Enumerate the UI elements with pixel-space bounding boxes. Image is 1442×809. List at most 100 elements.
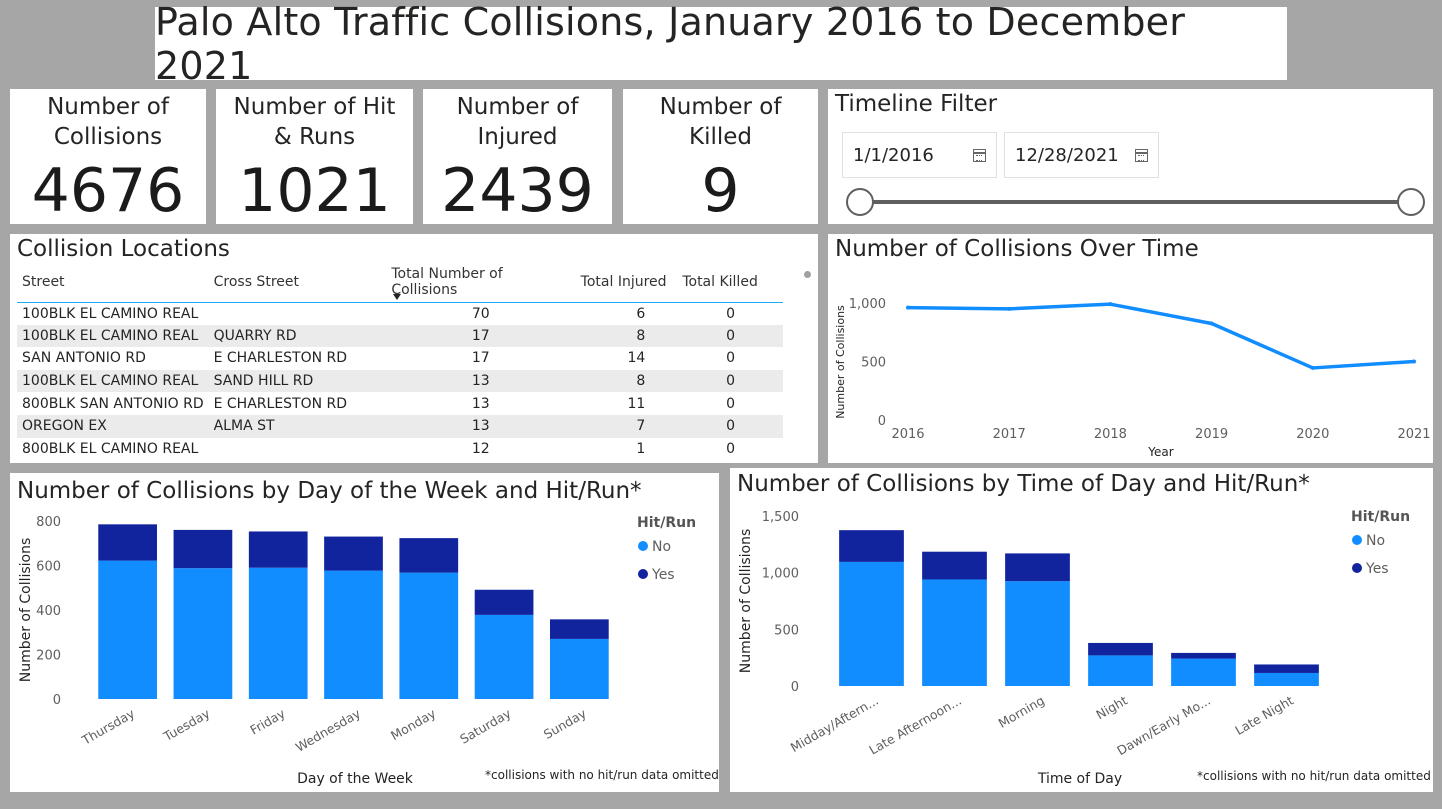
bar-segment-no[interactable] <box>1005 581 1070 686</box>
bar-segment-no[interactable] <box>248 567 308 699</box>
column-header-total-collisions[interactable]: Total Number of Collisions <box>386 262 575 302</box>
column-header-street[interactable]: Street <box>22 273 65 290</box>
cell-street: 800BLK EL CAMINO REAL <box>22 440 199 457</box>
table-row[interactable]: SAN ANTONIO RD E CHARLESTON RD 17 14 0 <box>17 347 783 370</box>
bar-segment-no[interactable] <box>474 614 534 699</box>
series-line[interactable] <box>907 302 1415 370</box>
end-date-input[interactable]: 12/28/2021 <box>1004 132 1159 178</box>
cell-total-collisions: 13 <box>386 414 576 438</box>
cell-total-injured: 8 <box>575 369 678 393</box>
x-tick-label: Night <box>1093 693 1130 723</box>
data-point[interactable] <box>1108 302 1113 307</box>
bar-segment-no[interactable] <box>98 560 158 699</box>
column-header-total-injured[interactable]: Total Injured <box>580 273 667 290</box>
legend-label: No <box>652 539 671 555</box>
slider-start-handle[interactable] <box>846 188 874 216</box>
cell-street: 800BLK SAN ANTONIO RD <box>22 395 204 412</box>
data-point[interactable] <box>906 305 910 310</box>
column-header-cross-street[interactable]: Cross Street <box>213 273 299 290</box>
x-tick-label: 2019 <box>1195 427 1228 442</box>
bar-segment-yes[interactable] <box>1171 652 1236 659</box>
data-point[interactable] <box>1310 365 1315 370</box>
x-tick-label: Thursday <box>78 705 137 748</box>
chart-title: Number of Collisions by Day of the Week … <box>17 478 642 504</box>
start-date-input[interactable]: 1/1/2016 <box>842 132 997 178</box>
time-of-day-visual: Number of Collisions by Time of Day and … <box>730 468 1433 792</box>
timeline-filter-title: Timeline Filter <box>835 91 998 117</box>
cell-total-injured: 14 <box>627 350 646 367</box>
timeline-slider-track[interactable] <box>860 200 1411 204</box>
table-row[interactable]: 800BLK EL CAMINO REAL 12 1 0 <box>17 438 783 461</box>
cell-cross-street: E CHARLESTON RD <box>213 350 348 367</box>
data-point[interactable] <box>1412 359 1416 364</box>
chart-title: Number of Collisions Over Time <box>835 236 1199 262</box>
card-label: Number of Collisions <box>47 94 169 150</box>
legend-marker[interactable] <box>638 569 648 579</box>
bar-segment-yes[interactable] <box>839 530 904 562</box>
card-label: Number of Hit & Runs <box>233 94 396 150</box>
bar-segment-no[interactable] <box>173 568 233 699</box>
bar-segment-no[interactable] <box>1088 655 1153 686</box>
card-killed[interactable]: Number of Killed 9 <box>623 89 818 224</box>
chart-title: Number of Collisions by Time of Day and … <box>737 471 1310 497</box>
x-tick-label: Dawn/Early Mo... <box>1114 693 1213 759</box>
bar-segment-yes[interactable] <box>549 619 609 639</box>
bar-segment-yes[interactable] <box>173 529 233 569</box>
legend-marker[interactable] <box>1352 535 1362 545</box>
table-row[interactable]: 100BLK EL CAMINO REAL SAND HILL RD 13 8 0 <box>17 369 783 393</box>
calendar-icon[interactable] <box>1135 149 1148 162</box>
table-row[interactable]: 100BLK EL CAMINO REAL QUARRY RD 17 8 0 <box>17 324 783 348</box>
bar-segment-no[interactable] <box>922 579 987 686</box>
day-of-week-visual: Number of Collisions by Day of the Week … <box>10 473 719 792</box>
bar-segment-yes[interactable] <box>248 531 308 568</box>
card-collisions[interactable]: Number of Collisions 4676 <box>10 89 206 224</box>
table-row[interactable]: 100BLK EL CAMINO REAL 70 6 0 <box>17 302 783 325</box>
legend-marker[interactable] <box>1352 563 1362 573</box>
legend-label: Yes <box>1365 561 1389 577</box>
bar-segment-no[interactable] <box>1171 658 1236 686</box>
bar-segment-no[interactable] <box>399 572 459 699</box>
y-tick-label: 0 <box>878 414 886 429</box>
bar-segment-no[interactable] <box>324 570 383 699</box>
y-tick-label: 1,500 <box>762 510 799 525</box>
table-row[interactable]: OREGON EX ALMA ST 13 7 0 <box>17 414 783 438</box>
bar-segment-yes[interactable] <box>399 538 459 573</box>
data-point[interactable] <box>1007 306 1012 311</box>
x-tick-label: Tuesday <box>160 705 213 744</box>
cell-total-killed: 0 <box>677 324 783 348</box>
cell-street: 100BLK EL CAMINO REAL <box>17 324 209 348</box>
x-tick-label: 2016 <box>891 427 924 442</box>
x-tick-label: Friday <box>247 705 288 737</box>
y-tick-label: 200 <box>36 649 61 664</box>
bar-segment-yes[interactable] <box>98 524 158 561</box>
card-hit-and-runs[interactable]: Number of Hit & Runs 1021 <box>216 89 413 224</box>
collision-locations-table-visual: Collision Locations Street Cross Street … <box>10 234 818 463</box>
bar-segment-yes[interactable] <box>1005 553 1070 582</box>
bar-segment-no[interactable] <box>1254 672 1319 686</box>
bar-segment-no[interactable] <box>839 561 904 686</box>
cell-total-collisions: 12 <box>471 440 490 457</box>
column-header-total-killed[interactable]: Total Killed <box>682 273 758 290</box>
day-of-week-bar-chart[interactable]: 0 200 400 600 800 Thursday Tuesday Friday Wednes… <box>10 473 719 792</box>
scrollbar[interactable] <box>804 271 811 278</box>
y-axis-title: Number of Collisions <box>738 529 754 674</box>
slider-end-handle[interactable] <box>1397 188 1425 216</box>
y-axis-title: Number of Collisions <box>18 538 34 683</box>
data-point[interactable] <box>1209 321 1214 326</box>
bar-segment-yes[interactable] <box>324 536 383 571</box>
calendar-icon[interactable] <box>973 149 986 162</box>
bar-segment-no[interactable] <box>549 638 609 699</box>
legend-marker[interactable] <box>638 541 648 551</box>
bar-segment-yes[interactable] <box>1254 664 1319 673</box>
table-row[interactable]: 800BLK SAN ANTONIO RD E CHARLESTON RD 13 11… <box>17 392 783 415</box>
cell-cross-street <box>209 438 387 461</box>
bar-segment-yes[interactable] <box>922 551 987 580</box>
sort-descending-icon[interactable] <box>393 293 402 300</box>
legend-title: Hit/Run <box>637 515 696 531</box>
card-injured[interactable]: Number of Injured 2439 <box>423 89 612 224</box>
y-tick-label: 500 <box>861 356 886 371</box>
bar-segment-yes[interactable] <box>1088 642 1153 656</box>
bar-segment-yes[interactable] <box>474 589 534 615</box>
